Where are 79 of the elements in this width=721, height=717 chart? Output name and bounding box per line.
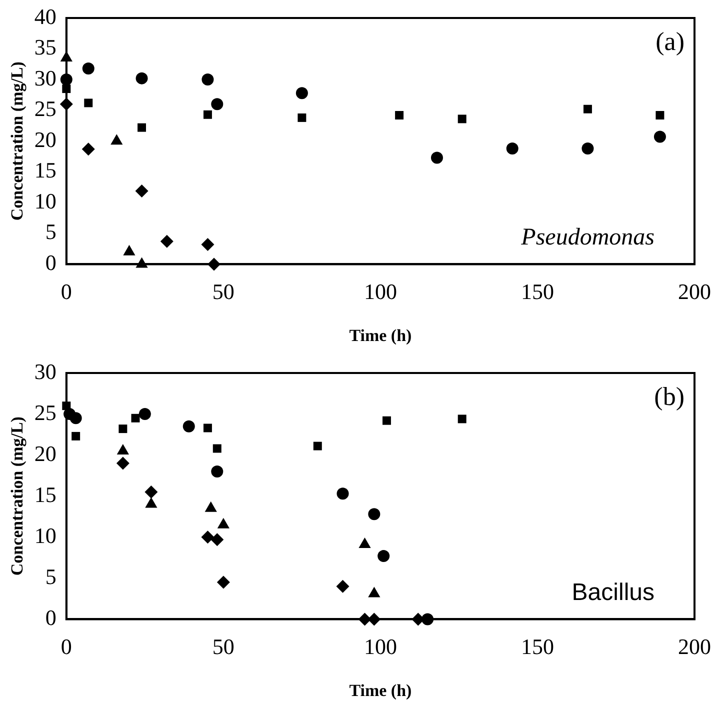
point	[182, 420, 195, 432]
point	[144, 485, 158, 498]
point	[656, 111, 664, 120]
x-tick-label: 0	[60, 279, 72, 304]
point	[358, 538, 371, 548]
point	[110, 134, 123, 145]
point	[298, 113, 306, 122]
annotation: Bacillus	[572, 578, 654, 606]
point	[72, 432, 80, 440]
point	[458, 114, 466, 124]
point	[136, 72, 148, 84]
point	[160, 234, 174, 248]
point	[201, 238, 214, 252]
point	[202, 74, 214, 86]
y-axis-title: Concentration (mg/L)	[8, 62, 27, 221]
y-tick-label: 25	[34, 400, 56, 425]
y-tick-label: 20	[34, 440, 56, 466]
y-tick-label: 35	[34, 34, 56, 60]
point	[212, 444, 222, 453]
point	[395, 111, 404, 120]
y-tick-label: 5	[45, 219, 56, 244]
y-tick-label: 40	[34, 4, 56, 29]
y-tick-label: 0	[45, 604, 56, 630]
point	[506, 142, 518, 154]
x-tick-label: 100	[364, 279, 397, 304]
point	[583, 104, 592, 114]
x-tick-label: 150	[520, 634, 554, 660]
point	[382, 416, 391, 425]
x-axis-title: Time (h)	[349, 681, 412, 700]
point	[82, 62, 94, 74]
x-tick-label: 150	[520, 279, 554, 304]
point	[378, 550, 390, 562]
point	[216, 576, 230, 589]
point	[336, 580, 350, 593]
point	[123, 244, 136, 256]
x-tick-label: 50	[212, 634, 234, 660]
x-tick-label: 200	[678, 279, 711, 304]
point	[458, 414, 466, 424]
x-axis-title: Time (h)	[349, 326, 412, 346]
annotation: (a)	[656, 26, 684, 56]
point	[313, 442, 322, 450]
y-tick-label: 10	[34, 522, 56, 548]
y-tick-label: 20	[34, 126, 56, 152]
point	[135, 184, 148, 198]
point	[70, 412, 82, 424]
y-tick-label: 5	[45, 564, 56, 589]
x-tick-label: 100	[364, 634, 397, 660]
y-tick-label: 10	[34, 188, 56, 214]
point	[116, 456, 130, 470]
point	[138, 123, 146, 132]
point	[582, 142, 594, 154]
point	[211, 465, 224, 478]
point	[138, 408, 151, 420]
point	[203, 110, 212, 119]
annotation: (b)	[654, 382, 684, 411]
x-tick-label: 0	[60, 634, 72, 660]
point	[201, 530, 214, 544]
y-tick-label: 30	[34, 65, 56, 90]
y-tick-label: 15	[34, 158, 56, 183]
y-tick-label: 15	[34, 482, 56, 507]
y-tick-label: 30	[34, 358, 56, 384]
y-tick-label: 0	[45, 250, 56, 275]
point	[430, 152, 443, 164]
point	[82, 142, 95, 156]
point	[368, 508, 380, 520]
y-tick-label: 25	[34, 96, 56, 122]
point	[84, 98, 93, 108]
point	[210, 533, 224, 546]
point	[654, 130, 666, 143]
point	[131, 414, 140, 422]
point	[336, 488, 349, 500]
point	[296, 87, 308, 100]
y-axis-title: Concentration (mg/L)	[8, 416, 27, 576]
point	[211, 98, 224, 110]
x-tick-label: 50	[212, 279, 234, 304]
point	[118, 424, 128, 434]
x-tick-label: 200	[678, 634, 711, 660]
annotation: Pseudomonas	[520, 224, 654, 251]
point	[203, 424, 212, 432]
